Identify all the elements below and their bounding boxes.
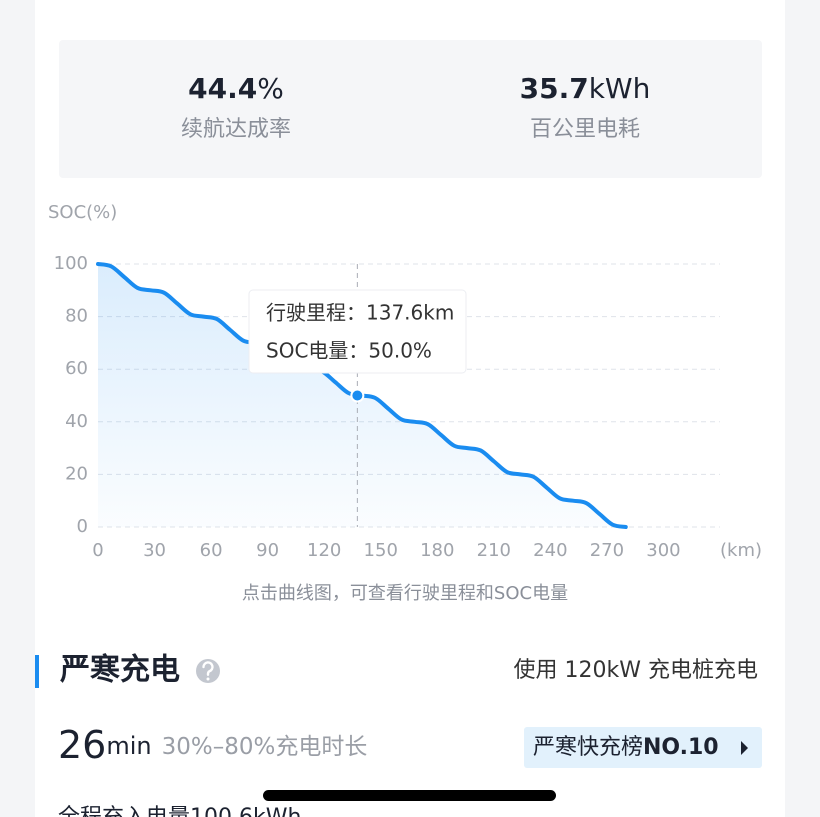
footer-text: 全程充入电量100.6kWh: [58, 805, 301, 817]
badge-arrow: [741, 741, 748, 755]
duration-unit: min: [106, 732, 151, 760]
stats-box: [59, 40, 762, 178]
stat-label: 百公里电耗: [530, 117, 640, 142]
x-tick-label: 270: [590, 540, 624, 561]
y-tick-label: 40: [65, 411, 88, 432]
help-dot: [206, 677, 210, 681]
stat-value: 35.7kWh: [520, 72, 651, 105]
duration-label: 30%–80%充电时长: [162, 734, 368, 760]
x-tick-label: 150: [364, 540, 398, 561]
home-indicator: [263, 790, 556, 801]
x-tick-label: 60: [200, 540, 223, 561]
stat-number: 35.7: [520, 72, 589, 105]
section-marker: [35, 655, 39, 688]
stat-value: 44.4%: [188, 72, 284, 105]
y-axis-label: SOC(%): [48, 202, 117, 223]
stat-label: 续航达成率: [181, 117, 291, 142]
y-tick-label: 80: [65, 306, 88, 327]
y-tick-label: 60: [65, 358, 88, 379]
stat-unit: %: [257, 72, 284, 105]
x-tick-label: 30: [143, 540, 166, 561]
rank-label: 严寒快充榜: [533, 735, 643, 760]
tooltip-text: 行驶里程：137.6km: [266, 301, 454, 325]
x-tick-label: 90: [256, 540, 279, 561]
x-tick-label: 180: [420, 540, 454, 561]
y-tick-label: 0: [77, 516, 88, 537]
x-tick-label: 300: [646, 540, 680, 561]
x-tick-label: 210: [477, 540, 511, 561]
section-title: 严寒充电: [60, 653, 180, 688]
badge-bg: [524, 727, 762, 768]
tooltip-box: [248, 289, 467, 374]
y-tick-label: 20: [65, 463, 88, 484]
duration: 26min 30%–80%充电时长: [58, 723, 367, 767]
x-axis-unit: (km): [720, 540, 762, 561]
duration-value: 26: [58, 723, 106, 767]
badge-text: 严寒快充榜NO.10: [533, 735, 719, 760]
chart[interactable]: SOC(%) (km) 0 20 40 60 80 100 0 30 60 90 120 150 180…: [48, 202, 762, 561]
stat-unit: kWh: [589, 72, 651, 105]
rank-value: NO.10: [643, 735, 719, 760]
stat-number: 44.4: [188, 72, 257, 105]
highlight-point: [350, 388, 365, 403]
rank-badge[interactable]: 严寒快充榜NO.10: [524, 727, 762, 768]
x-tick-label: 240: [533, 540, 567, 561]
x-tick-label: 120: [307, 540, 341, 561]
section-note: 使用 120kW 充电桩充电: [514, 658, 758, 683]
chart-caption: 点击曲线图，可查看行驶里程和SOC电量: [242, 583, 568, 604]
x-tick-label: 0: [92, 540, 103, 561]
help-glyph: [202, 661, 214, 676]
y-tick-label: 100: [54, 253, 88, 274]
help-icon[interactable]: [196, 659, 220, 683]
tooltip-text: SOC电量：50.0%: [266, 339, 432, 363]
